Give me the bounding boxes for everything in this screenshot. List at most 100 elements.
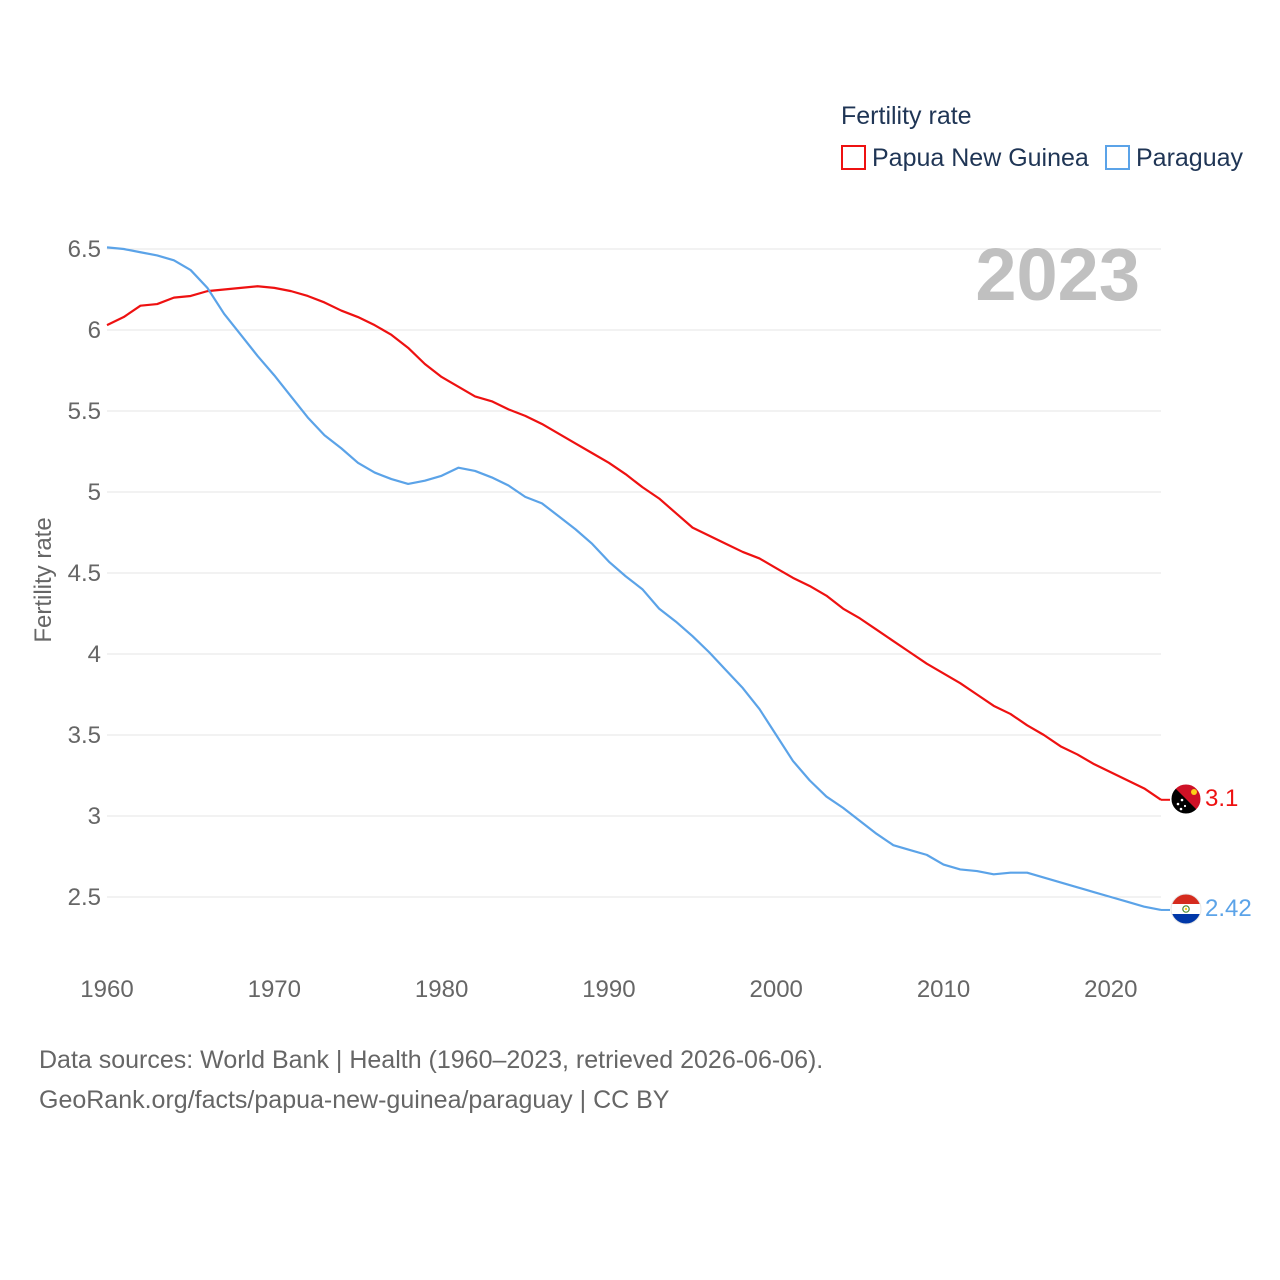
data-point-paraguay xyxy=(859,820,861,822)
data-point-paraguay xyxy=(441,475,443,477)
data-point-papua-new-guinea xyxy=(240,287,242,289)
y-tick-label: 5.5 xyxy=(68,398,101,425)
y-axis-ticks: 2.5 3 3.5 4 4.5 5 5.5 6 6.5 xyxy=(68,236,101,911)
data-point-paraguay xyxy=(893,844,895,846)
data-point-papua-new-guinea xyxy=(759,558,761,560)
x-tick-label: 1970 xyxy=(248,976,301,1003)
data-point-paraguay xyxy=(1093,891,1095,893)
footer-credit[interactable]: GeoRank.org/facts/papua-new-guinea/parag… xyxy=(39,1086,670,1114)
data-point-paraguay xyxy=(575,528,577,530)
data-point-papua-new-guinea xyxy=(491,400,493,402)
data-point-papua-new-guinea xyxy=(842,608,844,610)
data-point-papua-new-guinea xyxy=(223,289,225,291)
data-point-paraguay xyxy=(407,483,409,485)
data-point-paraguay xyxy=(508,485,510,487)
data-point-papua-new-guinea xyxy=(575,443,577,445)
data-point-paraguay xyxy=(374,472,376,474)
x-tick-label: 2020 xyxy=(1084,976,1137,1003)
data-point-papua-new-guinea xyxy=(809,585,811,587)
data-point-paraguay xyxy=(876,833,878,835)
data-point-papua-new-guinea xyxy=(257,285,259,287)
y-tick-label: 6 xyxy=(88,317,101,344)
data-point-papua-new-guinea xyxy=(140,305,142,307)
legend-swatch-papua-new-guinea[interactable] xyxy=(841,145,866,170)
data-point-papua-new-guinea xyxy=(1127,780,1129,782)
data-point-papua-new-guinea xyxy=(775,567,777,569)
data-point-paraguay xyxy=(1077,886,1079,888)
data-point-papua-new-guinea xyxy=(926,663,928,665)
data-point-paraguay xyxy=(307,417,309,419)
data-point-papua-new-guinea xyxy=(591,452,593,454)
data-point-papua-new-guinea xyxy=(156,303,158,305)
series-lines xyxy=(106,246,1170,912)
legend-title: Fertility rate xyxy=(841,102,972,130)
series-points xyxy=(106,247,1162,911)
series-line-paraguay[interactable] xyxy=(106,246,1162,912)
data-point-paraguay xyxy=(591,543,593,545)
y-tick-label: 2.5 xyxy=(68,884,101,911)
data-point-papua-new-guinea xyxy=(1010,713,1012,715)
x-tick-label: 2000 xyxy=(750,976,803,1003)
data-point-paraguay xyxy=(324,435,326,437)
data-point-papua-new-guinea xyxy=(508,409,510,411)
data-point-paraguay xyxy=(1127,901,1129,903)
data-point-paraguay xyxy=(1026,872,1028,874)
data-point-papua-new-guinea xyxy=(1043,734,1045,736)
data-point-papua-new-guinea xyxy=(106,324,108,326)
data-point-paraguay xyxy=(759,708,761,710)
data-point-papua-new-guinea xyxy=(407,347,409,349)
legend-label-paraguay[interactable]: Paraguay xyxy=(1136,144,1244,172)
data-point-papua-new-guinea xyxy=(675,512,677,514)
data-point-paraguay xyxy=(257,355,259,357)
data-point-paraguay xyxy=(775,734,777,736)
data-point-papua-new-guinea xyxy=(608,462,610,464)
data-point-paraguay xyxy=(474,470,476,472)
data-point-papua-new-guinea xyxy=(123,316,125,318)
data-point-paraguay xyxy=(658,608,660,610)
data-point-papua-new-guinea xyxy=(625,473,627,475)
y-axis-title: Fertility rate xyxy=(30,517,57,642)
series-line-papua-new-guinea[interactable] xyxy=(106,285,1162,801)
data-point-paraguay xyxy=(1060,882,1062,884)
paraguay-flag-icon xyxy=(1170,893,1202,925)
data-point-papua-new-guinea xyxy=(959,682,961,684)
data-point-paraguay xyxy=(140,251,142,253)
data-point-papua-new-guinea xyxy=(541,423,543,425)
y-tick-label: 4.5 xyxy=(68,560,101,587)
x-tick-label: 1990 xyxy=(582,976,635,1003)
data-point-paraguay xyxy=(826,796,828,798)
data-point-paraguay xyxy=(959,869,961,871)
data-point-papua-new-guinea xyxy=(692,527,694,529)
data-point-paraguay xyxy=(1110,896,1112,898)
data-point-papua-new-guinea xyxy=(1093,763,1095,765)
data-point-papua-new-guinea xyxy=(374,324,376,326)
legend-swatch-paraguay[interactable] xyxy=(1105,145,1130,170)
legend: Fertility rate Papua New Guinea Paraguay xyxy=(841,102,1244,172)
data-point-paraguay xyxy=(541,503,543,505)
legend-label-papua-new-guinea[interactable]: Papua New Guinea xyxy=(872,144,1089,172)
papua-new-guinea-flag-icon xyxy=(1170,783,1202,815)
y-tick-label: 4 xyxy=(88,641,101,668)
data-point-paraguay xyxy=(742,687,744,689)
data-point-paraguay xyxy=(491,477,493,479)
data-point-papua-new-guinea xyxy=(893,640,895,642)
data-point-papua-new-guinea xyxy=(190,295,192,297)
data-point-papua-new-guinea xyxy=(474,396,476,398)
data-point-paraguay xyxy=(524,496,526,498)
end-label-papua-new-guinea: 3.1 xyxy=(1205,785,1238,812)
data-point-paraguay xyxy=(675,621,677,623)
year-label: 2023 xyxy=(975,233,1140,316)
data-point-papua-new-guinea xyxy=(1026,724,1028,726)
data-point-paraguay xyxy=(625,575,627,577)
y-tick-label: 6.5 xyxy=(68,236,101,263)
data-point-paraguay xyxy=(207,287,209,289)
data-point-papua-new-guinea xyxy=(307,295,309,297)
data-point-paraguay xyxy=(1010,872,1012,874)
data-point-paraguay xyxy=(156,255,158,257)
data-point-papua-new-guinea xyxy=(859,618,861,620)
data-point-paraguay xyxy=(608,561,610,563)
data-point-paraguay xyxy=(842,807,844,809)
data-point-papua-new-guinea xyxy=(792,577,794,579)
